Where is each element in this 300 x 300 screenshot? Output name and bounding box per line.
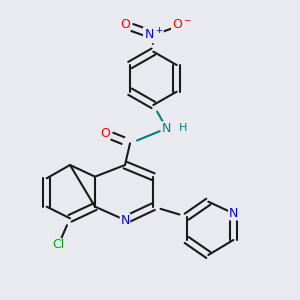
Text: Cl: Cl: [52, 238, 64, 251]
Text: H: H: [179, 123, 187, 133]
Text: N: N: [162, 122, 171, 135]
Text: O: O: [120, 19, 130, 32]
Text: N: N: [120, 214, 130, 226]
Text: O: O: [100, 127, 110, 140]
Text: N$^+$: N$^+$: [144, 27, 163, 43]
Text: N: N: [229, 207, 238, 220]
Text: O$^-$: O$^-$: [172, 19, 192, 32]
